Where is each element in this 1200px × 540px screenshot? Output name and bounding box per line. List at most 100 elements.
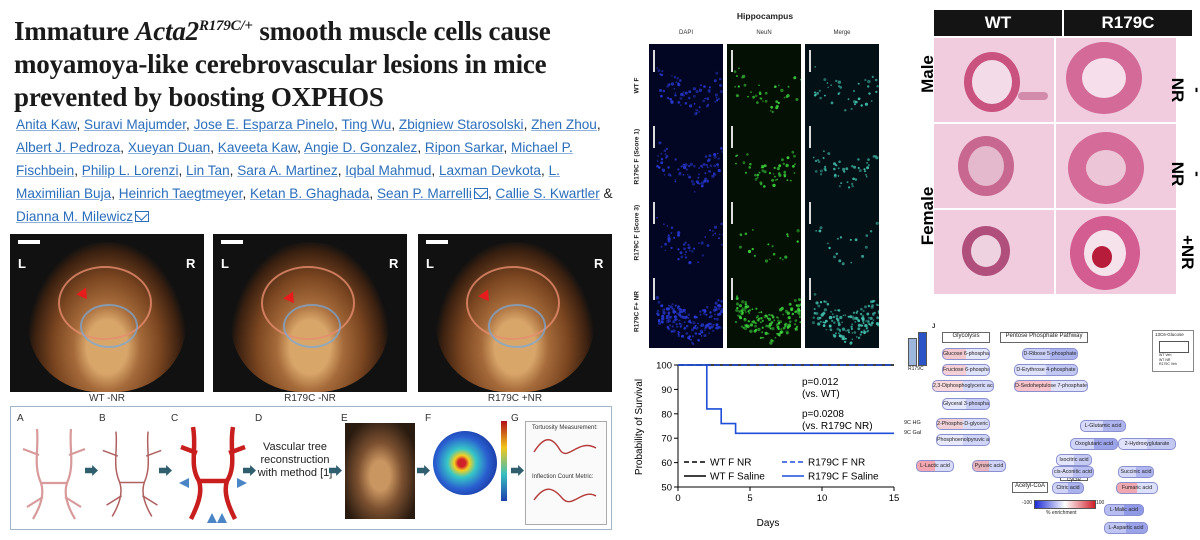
vessel-tree-a (22, 428, 86, 520)
author-link[interactable]: Jose E. Esparza Pinelo (193, 117, 335, 132)
column-neun: NeuN (756, 30, 772, 36)
ct-panel-wt: L R (10, 234, 204, 392)
hippocampus-title: Hippocampus (736, 11, 794, 21)
legend-entry: WT F NR (710, 458, 751, 469)
arrow-icon (243, 465, 256, 476)
metabolite-node: Isocitric acid (1056, 454, 1092, 466)
author-link[interactable]: Dianna M. Milewicz (16, 209, 134, 224)
envelope-icon[interactable] (135, 211, 150, 222)
author-link[interactable]: Anita Kaw (16, 117, 77, 132)
p-value-annotation: (vs. R179C NR) (802, 421, 873, 432)
panel-label-a: A (17, 413, 24, 424)
reconstruction-text: Vascular tree reconstruction with method… (257, 441, 333, 479)
author-list: Anita Kaw, Suravi Majumder, Jose E. Espa… (16, 117, 613, 224)
micrograph (805, 120, 879, 196)
author-link[interactable]: Ting Wu (341, 117, 392, 132)
right-label: R (389, 256, 399, 271)
author-link[interactable]: Iqbal Mahmud (345, 163, 432, 178)
p-value-annotation: (vs. WT) (802, 389, 840, 400)
envelope-icon[interactable] (473, 188, 488, 199)
author-link[interactable]: Zbigniew Starosolski (398, 117, 524, 132)
author-link[interactable]: Kaveeta Kaw (217, 140, 298, 155)
row-male: Male (918, 55, 937, 93)
legend-entry: R179C F Saline (808, 472, 879, 483)
metabolite-node: L-Aspartic acid (1104, 522, 1148, 534)
x-tick-label: 10 (817, 493, 828, 504)
author-link[interactable]: Laxman Devkota (438, 163, 541, 178)
row-label-score3: R179C F (Score 3) (633, 204, 641, 261)
micrograph (649, 272, 723, 348)
arrow-icon (329, 465, 342, 476)
row-label-wt: WT F (633, 77, 641, 94)
author-link[interactable]: Albert J. Pedroza (16, 140, 121, 155)
x-tick-label: 0 (675, 493, 680, 504)
vessel-analysis-pipeline: A B C D E F G Vascular tree reconstructi… (10, 406, 612, 530)
histo-female-wt-plus-nr (934, 210, 1054, 294)
row-female: Female (918, 186, 937, 246)
metabolite-node: Fructose 6-phosphate (942, 364, 990, 376)
chart-series (678, 364, 894, 435)
legend-title: 13C6-Glucose (1155, 332, 1184, 337)
section-glycolysis: Glycolysis (942, 332, 990, 343)
y-tick-label: 70 (661, 434, 672, 445)
scale-bar (809, 126, 811, 148)
author-link[interactable]: Ripon Sarkar (424, 140, 504, 155)
inflection-label: Inflection Count Metric: (532, 474, 594, 480)
author-link[interactable]: Sean P. Marrelli (376, 186, 472, 201)
legend-entry: WT F Saline (710, 472, 765, 483)
metabolite-node: L-Glutamic acid (1080, 420, 1126, 432)
metabolite-node: Glyceral 3-phosphate (942, 398, 990, 410)
column-merge: Merge (833, 30, 851, 36)
metabolite-node: Citric acid (1052, 482, 1084, 494)
legend-pill-icon (1159, 341, 1189, 353)
p-value-annotation: p=0.0208 (802, 409, 844, 420)
author-link[interactable]: Suravi Majumder (84, 117, 187, 132)
panel-letter: J (932, 324, 936, 330)
right-label: R (594, 256, 604, 271)
scale-label: % enrichment (1046, 510, 1077, 516)
metabolite-node: Succinic acid (1118, 466, 1154, 478)
x-axis-label: Days (757, 518, 780, 529)
panel-label-b: B (99, 413, 106, 424)
author-link[interactable]: Lin Tan (186, 163, 230, 178)
series-line-2 (678, 364, 894, 435)
x-tick-label: 5 (747, 493, 752, 504)
survival-chart: Probability of Survival Days 50607080901… (634, 361, 899, 530)
scale-bar (809, 202, 811, 224)
histology-panel: WT R179C (934, 10, 1192, 314)
micrograph (727, 272, 801, 348)
histo-male-r179c (1056, 38, 1176, 122)
author-link[interactable]: Heinrich Taegtmeyer (118, 186, 243, 201)
chart-axes: 50 60 70 80 90 100 0 5 10 15 (656, 361, 899, 505)
metabolite-node: D-Erythrose 4-phosphate (1014, 364, 1078, 376)
p-value-annotation: p=0.012 (802, 377, 839, 388)
metabolite-node: Fumaric acid (1116, 482, 1158, 494)
author-link[interactable]: Philip L. Lorenzi (81, 163, 179, 178)
metabolite-node: D-Ribose 5-phosphate (1022, 348, 1078, 360)
scale-bar (809, 50, 811, 72)
scale-bar (426, 240, 448, 244)
metabolite-node: Phosphoenolpyruvic acid (936, 434, 990, 446)
author-link[interactable]: Angie D. Gonzalez (303, 140, 418, 155)
author-link[interactable]: Michael P. Fischbein (16, 140, 573, 178)
scale-max: 100 (1096, 500, 1105, 506)
ct-panel-r179c-nr: L R (213, 234, 407, 392)
micrograph (805, 272, 879, 348)
chart-legend: WT F Saline R179C F Saline WT F NR R179C F … (684, 458, 879, 483)
author-link[interactable]: L. Maximilian Buja (16, 163, 560, 201)
arrow-icon (511, 465, 524, 476)
left-label: L (221, 256, 229, 271)
column-wt: WT (934, 10, 1062, 36)
author-link[interactable]: Callie S. Kwartler (495, 186, 600, 201)
scale-bar (809, 278, 811, 300)
author-link[interactable]: Zhen Zhou (531, 117, 597, 132)
author-link[interactable]: Xueyan Duan (127, 140, 211, 155)
metabolite-node: Oxoglutaric acid (1070, 438, 1118, 450)
author-link[interactable]: Sara A. Martinez (237, 163, 338, 178)
scale-bar (731, 202, 733, 224)
arrow-icon (417, 465, 430, 476)
panel-label-c: C (171, 413, 179, 424)
ct-caption: R179C +NR (487, 393, 543, 404)
author-link[interactable]: Ketan B. Ghaghada (250, 186, 370, 201)
scale-bar (221, 240, 243, 244)
